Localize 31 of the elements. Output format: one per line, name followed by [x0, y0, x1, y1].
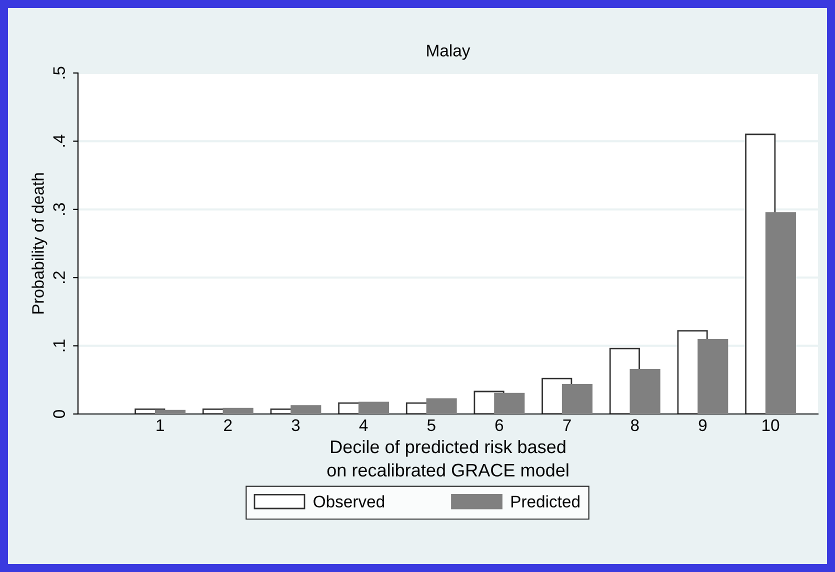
bar — [494, 392, 525, 414]
bar — [222, 408, 254, 414]
chart-title: Malay — [427, 44, 470, 60]
x-tick-label: 8 — [630, 419, 639, 432]
x-tick-label: 2 — [224, 419, 232, 431]
legend-label: Observed — [314, 495, 384, 508]
legend-label: Predicted — [511, 495, 580, 508]
x-tick-label: 9 — [698, 419, 707, 432]
x-tick-label: 4 — [359, 419, 368, 431]
x-axis-title: Decile of predicted risk based on recalibrated GRACE model — [327, 440, 568, 477]
x-tick-label: 5 — [427, 419, 436, 432]
x-tick-label: 1 — [156, 419, 164, 431]
bar — [358, 402, 390, 414]
bar — [698, 338, 728, 414]
y-tick-label: 0 — [53, 410, 65, 418]
bar — [630, 368, 660, 414]
bar — [154, 410, 186, 414]
y-tick-label: .5 — [53, 66, 65, 78]
y-tick-label: .3 — [53, 203, 65, 215]
bar — [290, 405, 322, 414]
y-tick-label: .1 — [53, 340, 65, 352]
x-tick-label: 3 — [292, 419, 300, 432]
x-tick-label: 10 — [762, 419, 780, 432]
bar — [426, 398, 457, 414]
y-tick-label: .4 — [53, 134, 65, 147]
y-axis-title: Probability of death — [32, 173, 48, 314]
bar — [765, 212, 796, 414]
y-tick-label: .2 — [53, 271, 65, 284]
x-tick-label: 6 — [495, 419, 504, 432]
x-tick-label: 7 — [563, 419, 571, 431]
bar — [562, 384, 592, 414]
